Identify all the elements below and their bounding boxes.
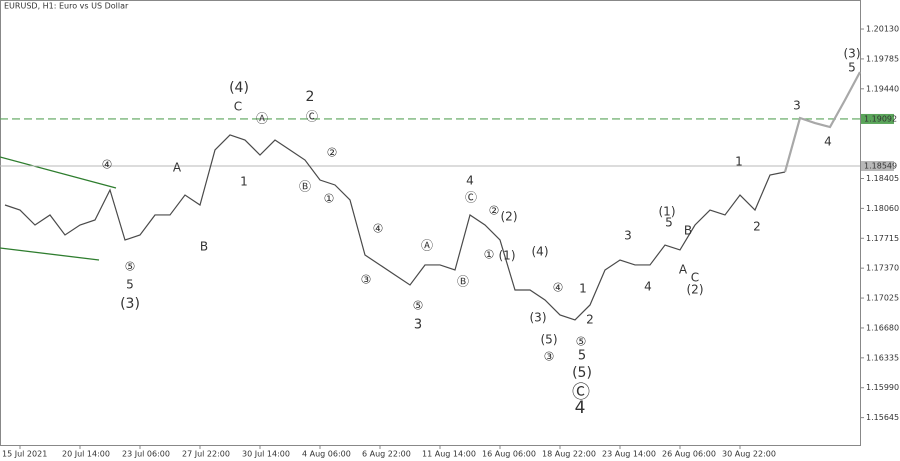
wave-label: (2) [501, 210, 518, 224]
wave-label: ② [489, 204, 500, 218]
wave-label: C [234, 100, 242, 114]
trend-line [0, 156, 117, 189]
wave-label: Ⓒ [572, 382, 590, 403]
x-tick-label: 23 Aug 14:00 [602, 450, 656, 459]
y-tick-label: 1.16680 [866, 323, 899, 332]
wave-label: ① [324, 192, 335, 206]
wave-label: 5 [578, 349, 586, 364]
wave-label: ⑤ [413, 299, 424, 313]
wave-label: ⑤ [125, 260, 136, 274]
y-tick-label: 1.15645 [866, 413, 899, 422]
wave-label: 3 [624, 229, 632, 243]
wave-label: (4) [229, 80, 249, 96]
x-tick-label: 30 Jul 14:00 [242, 450, 290, 459]
level-box [861, 113, 894, 124]
plot-frame [0, 0, 861, 446]
wave-label: 5 [126, 278, 134, 292]
wave-label: ④ [102, 158, 113, 172]
y-tick-label: 1.19785 [866, 54, 899, 63]
x-tick-label: 16 Aug 06:00 [482, 450, 536, 459]
wave-label: 2 [753, 220, 761, 234]
wave-label: (5) [541, 333, 558, 347]
wave-label: ④ [553, 281, 564, 295]
wave-label: 4 [575, 398, 586, 418]
wave-label: Ⓐ [256, 112, 268, 126]
wave-label: (1) [499, 249, 516, 263]
wave-label: B [200, 240, 208, 254]
wave-label: (4) [532, 245, 549, 259]
wave-label: C [691, 271, 699, 285]
wave-label: 1 [240, 175, 248, 189]
x-tick-label: 26 Aug 06:00 [662, 450, 716, 459]
wave-label: ③ [361, 273, 372, 287]
price-line-series [783, 71, 861, 173]
wave-label: ① [484, 248, 495, 262]
price-line-series [4, 134, 786, 321]
x-tick-label: 6 Aug 22:00 [362, 450, 411, 459]
wave-label: Ⓒ [306, 110, 318, 124]
wave-label: 1 [579, 282, 587, 296]
wave-label: A [173, 161, 182, 175]
x-tick-label: 15 Jul 2021 [2, 450, 47, 459]
wave-label: (5) [572, 365, 592, 381]
y-tick-label: 1.15990 [866, 383, 899, 392]
wave-label: (3) [120, 296, 140, 312]
wave-label: B [684, 224, 692, 238]
y-tick-label: 1.18405 [866, 174, 899, 183]
chart-title: EURUSD, H1: Euro vs US Dollar [4, 2, 129, 11]
y-tick-label: 1.17715 [866, 234, 899, 243]
wave-label: 4 [644, 280, 652, 294]
x-tick-label: 18 Aug 22:00 [542, 450, 596, 459]
y-tick-label: 1.19440 [866, 84, 899, 93]
trend-line [0, 247, 100, 261]
wave-label: (1) [659, 205, 676, 219]
y-tick-label: 1.18060 [866, 204, 899, 213]
wave-label: ③ [544, 350, 555, 364]
wave-label: 4 [466, 174, 474, 188]
wave-label: Ⓒ [465, 191, 477, 205]
y-tick-label: 1.16335 [866, 353, 899, 362]
y-tick-label: 1.20130 [866, 25, 899, 34]
wave-label: 5 [848, 61, 856, 75]
wave-label: 2 [586, 313, 594, 327]
price-label: 1.18549 [864, 162, 897, 171]
wave-label: 1 [735, 155, 743, 169]
x-tick-label: 27 Jul 22:00 [182, 450, 230, 459]
wave-label: ④ [373, 222, 384, 236]
x-tick-label: 23 Jul 06:00 [122, 450, 170, 459]
wave-label: 3 [793, 99, 801, 113]
level-label: 1.19092 [864, 114, 897, 123]
wave-label: A [679, 263, 688, 277]
wave-label: Ⓐ [421, 239, 433, 253]
wave-label: (2) [687, 283, 704, 297]
wave-label: Ⓑ [457, 275, 469, 289]
price-box [861, 161, 894, 172]
wave-label: 3 [414, 318, 422, 333]
x-tick-label: 11 Aug 14:00 [422, 450, 476, 459]
y-tick-label: 1.17025 [866, 294, 899, 303]
wave-label: 2 [306, 89, 315, 105]
wave-label: ⑤ [576, 335, 587, 349]
y-tick-label: 1.17370 [866, 264, 899, 273]
wave-label: Ⓑ [299, 180, 311, 194]
wave-label: (3) [844, 47, 861, 61]
x-tick-label: 4 Aug 06:00 [302, 450, 351, 459]
wave-label: (3) [530, 311, 547, 325]
wave-label: ② [327, 146, 338, 160]
wave-label: 5 [665, 216, 673, 230]
x-tick-label: 30 Aug 22:00 [722, 450, 776, 459]
wave-label: 4 [824, 135, 832, 149]
x-tick-label: 20 Jul 14:00 [62, 450, 110, 459]
